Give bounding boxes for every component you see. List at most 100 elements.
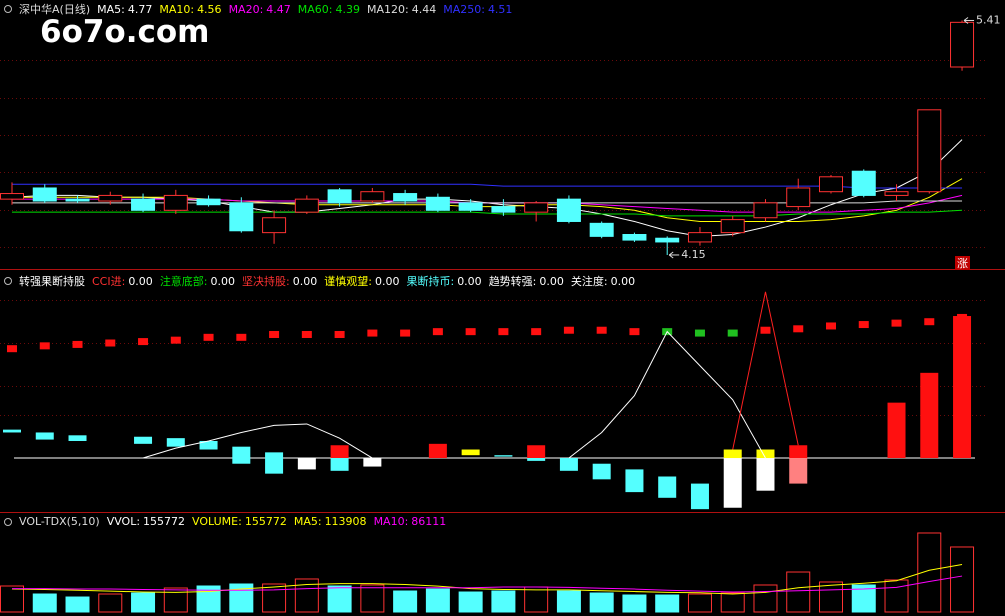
candle-body bbox=[589, 222, 614, 237]
signal-bar bbox=[789, 458, 808, 484]
signal-bar bbox=[723, 449, 742, 459]
legend-label: MA5: bbox=[293, 515, 322, 528]
badge-box bbox=[955, 256, 970, 270]
legend-value: 4.56 bbox=[197, 2, 222, 16]
legend-value: 0.00 bbox=[210, 275, 236, 288]
candle-body bbox=[753, 202, 778, 219]
legend-value: 155772 bbox=[143, 515, 186, 528]
legend-item: MA10: 86111 bbox=[374, 515, 447, 528]
signal-bar bbox=[527, 458, 546, 461]
marker bbox=[760, 326, 771, 334]
candle-body bbox=[819, 176, 843, 193]
legend-item: 果断持币: 0.00 bbox=[406, 273, 481, 289]
volume-bar bbox=[917, 532, 942, 613]
legend-item: MA120: 4.44 bbox=[367, 3, 436, 16]
candle-body bbox=[622, 234, 647, 241]
candle-body bbox=[163, 194, 188, 211]
volume-bar bbox=[0, 585, 24, 613]
volume-bar bbox=[163, 587, 188, 613]
marker bbox=[138, 338, 149, 346]
indicator-header: 转强果断持股 CCI进: 0.00 注意底部: 0.00 坚决持股: 0.00 谨慎观望: 0.… bbox=[4, 273, 635, 289]
marker bbox=[596, 326, 607, 334]
candle-body bbox=[327, 189, 352, 204]
marker bbox=[694, 329, 705, 337]
icon bbox=[4, 277, 12, 285]
legend-label: 注意底部: bbox=[159, 275, 208, 288]
signal-bar bbox=[330, 445, 349, 459]
legend-label: 果断持币: bbox=[406, 275, 455, 288]
signal-bar bbox=[592, 463, 611, 480]
signal-bar bbox=[887, 402, 906, 459]
signal-line bbox=[732, 291, 799, 450]
signal-bar bbox=[723, 458, 742, 508]
marker bbox=[105, 339, 116, 347]
ma-line bbox=[12, 183, 963, 189]
volume-bar bbox=[720, 592, 745, 613]
candle-body bbox=[720, 219, 745, 234]
marker bbox=[858, 321, 869, 329]
legend-item: 趋势转强: 0.00 bbox=[489, 273, 564, 289]
signal-bar bbox=[461, 449, 480, 456]
badge: 涨 bbox=[957, 257, 968, 270]
candle-body bbox=[229, 202, 254, 232]
signal-bar bbox=[920, 372, 939, 459]
candle-body bbox=[262, 217, 287, 234]
legend-item: 坚决持股: 0.00 bbox=[242, 273, 317, 289]
signal-bar bbox=[625, 469, 644, 493]
volume-ma-line bbox=[12, 575, 963, 593]
price-header: 深中华A(日线) MA5: 4.77 MA10: 4.56 MA20: 4.47 MA60: 4… bbox=[4, 1, 512, 17]
marker bbox=[400, 329, 411, 337]
marker bbox=[891, 319, 902, 327]
legend-value: 155772 bbox=[244, 515, 287, 528]
legend-label: MA60: bbox=[297, 2, 333, 16]
marker bbox=[924, 318, 935, 326]
volume-bar bbox=[327, 585, 352, 613]
marker bbox=[334, 330, 345, 338]
signal-bar bbox=[297, 458, 316, 470]
legend-label: VOLUME: bbox=[192, 515, 242, 528]
signal-bar bbox=[330, 458, 349, 471]
marker bbox=[7, 345, 17, 353]
legend-label: MA120: bbox=[367, 2, 409, 16]
marker bbox=[39, 342, 50, 350]
marker bbox=[563, 326, 574, 334]
legend-label: VVOL: bbox=[106, 515, 141, 528]
signal-bar bbox=[494, 455, 513, 457]
legend-value: 0.00 bbox=[128, 275, 153, 288]
candle-body bbox=[65, 198, 90, 202]
marker bbox=[465, 328, 476, 336]
legend-label: MA5: bbox=[97, 2, 125, 16]
legend-label: 坚决持股: bbox=[242, 275, 290, 288]
signal-bar bbox=[166, 438, 185, 447]
marker bbox=[629, 328, 640, 336]
candle-body bbox=[294, 198, 319, 213]
signal-bar bbox=[3, 429, 21, 433]
legend-item: MA20: 4.47 bbox=[229, 3, 291, 16]
icon bbox=[4, 517, 12, 526]
marker bbox=[236, 333, 247, 341]
volume-bar bbox=[556, 590, 581, 613]
legend-value: 86111 bbox=[411, 515, 447, 528]
marker bbox=[269, 330, 280, 338]
volume-bar bbox=[360, 584, 385, 613]
marker bbox=[531, 328, 542, 336]
signal-bar bbox=[428, 443, 447, 459]
marker bbox=[432, 328, 443, 336]
signal-bar bbox=[756, 449, 775, 459]
volume-header: VOL-TDX(5,10) VVOL: 155772 VOLUME: 155772 MA5… bbox=[4, 515, 446, 528]
marker bbox=[301, 330, 312, 338]
legend-value: 0.00 bbox=[610, 275, 636, 288]
annotation-arrow bbox=[668, 251, 674, 259]
title: 转强果断持股 bbox=[19, 275, 85, 288]
marker bbox=[170, 336, 181, 344]
legend-item: 关注度: 0.00 bbox=[571, 273, 635, 289]
volume-bar bbox=[458, 591, 483, 613]
candle-body bbox=[360, 191, 385, 202]
signal-bar bbox=[363, 458, 382, 467]
volume-bar bbox=[229, 583, 254, 613]
signal-bar bbox=[199, 440, 218, 450]
volume-bar bbox=[393, 590, 418, 613]
marker bbox=[826, 322, 836, 330]
candle-body bbox=[687, 232, 712, 243]
